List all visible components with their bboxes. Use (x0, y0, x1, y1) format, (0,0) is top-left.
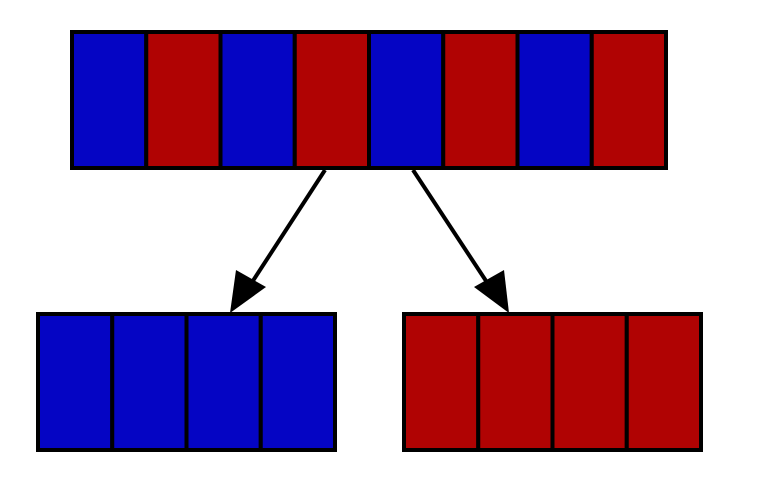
arrow-left-shaft (245, 168, 327, 292)
arrow-left-head (230, 270, 266, 313)
source-cell-blue (515, 30, 594, 170)
left-cell-blue (258, 312, 337, 452)
arrows (230, 168, 509, 313)
source-cell-blue (218, 30, 297, 170)
source-cell-blue (367, 30, 446, 170)
source-cell-red (144, 30, 223, 170)
left-partition (36, 312, 337, 452)
source-cell-blue (70, 30, 149, 170)
source-cell-red (292, 30, 371, 170)
source-array (70, 30, 668, 170)
left-cell-blue (110, 312, 189, 452)
arrow-right-head (474, 270, 509, 313)
source-cell-red (441, 30, 520, 170)
source-cell-red (589, 30, 668, 170)
right-cell-red (550, 312, 629, 452)
right-cell-red (624, 312, 703, 452)
right-partition (402, 312, 703, 452)
right-cell-red (402, 312, 481, 452)
left-cell-blue (184, 312, 263, 452)
left-cell-blue (36, 312, 115, 452)
right-cell-red (476, 312, 555, 452)
arrow-right-shaft (411, 168, 494, 292)
